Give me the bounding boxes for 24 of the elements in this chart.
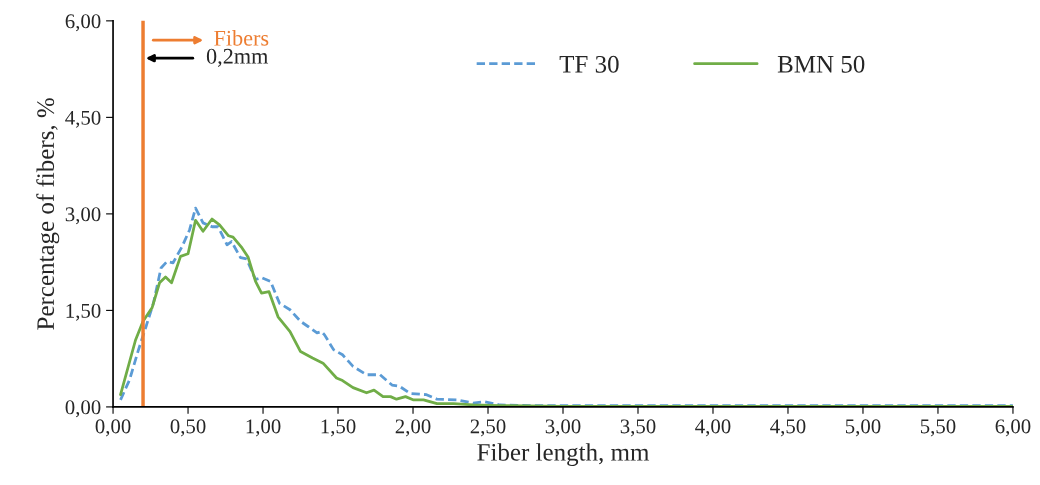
x-tick-label: 5,50 (920, 419, 956, 437)
y-tick-label: 4,50 (65, 110, 101, 128)
x-tick-label: 6,00 (995, 419, 1031, 437)
y-tick-label: 6,00 (65, 14, 101, 32)
x-tick-label: 4,00 (695, 419, 731, 437)
y-axis-title: Percentage of fibers, % (36, 98, 60, 330)
x-tick-label: 2,00 (395, 419, 431, 437)
ref-line-label: Fibers (214, 30, 269, 46)
annotation: 0,2mm (206, 48, 269, 67)
y-tick-label: 0,00 (65, 400, 101, 418)
y-tick-label: 3,00 (65, 207, 101, 225)
x-tick-label: 5,00 (845, 419, 881, 437)
x-tick-label: 0,50 (170, 419, 206, 437)
x-tick-label: 3,00 (545, 419, 581, 437)
x-tick-label: 1,50 (321, 419, 356, 437)
legend-label: TF 30 (559, 55, 619, 73)
x-tick-label: 1,00 (246, 419, 281, 437)
x-tick-label: 0,00 (95, 419, 131, 437)
x-tick-label: 4,50 (770, 419, 806, 437)
x-tick-label: 3,50 (620, 419, 656, 437)
y-tick-label: 1,50 (66, 303, 101, 321)
x-tick-label: 2,50 (470, 419, 506, 437)
x-axis-title: Fiber length, mm (477, 443, 650, 466)
legend-label: BMN 50 (777, 55, 865, 73)
